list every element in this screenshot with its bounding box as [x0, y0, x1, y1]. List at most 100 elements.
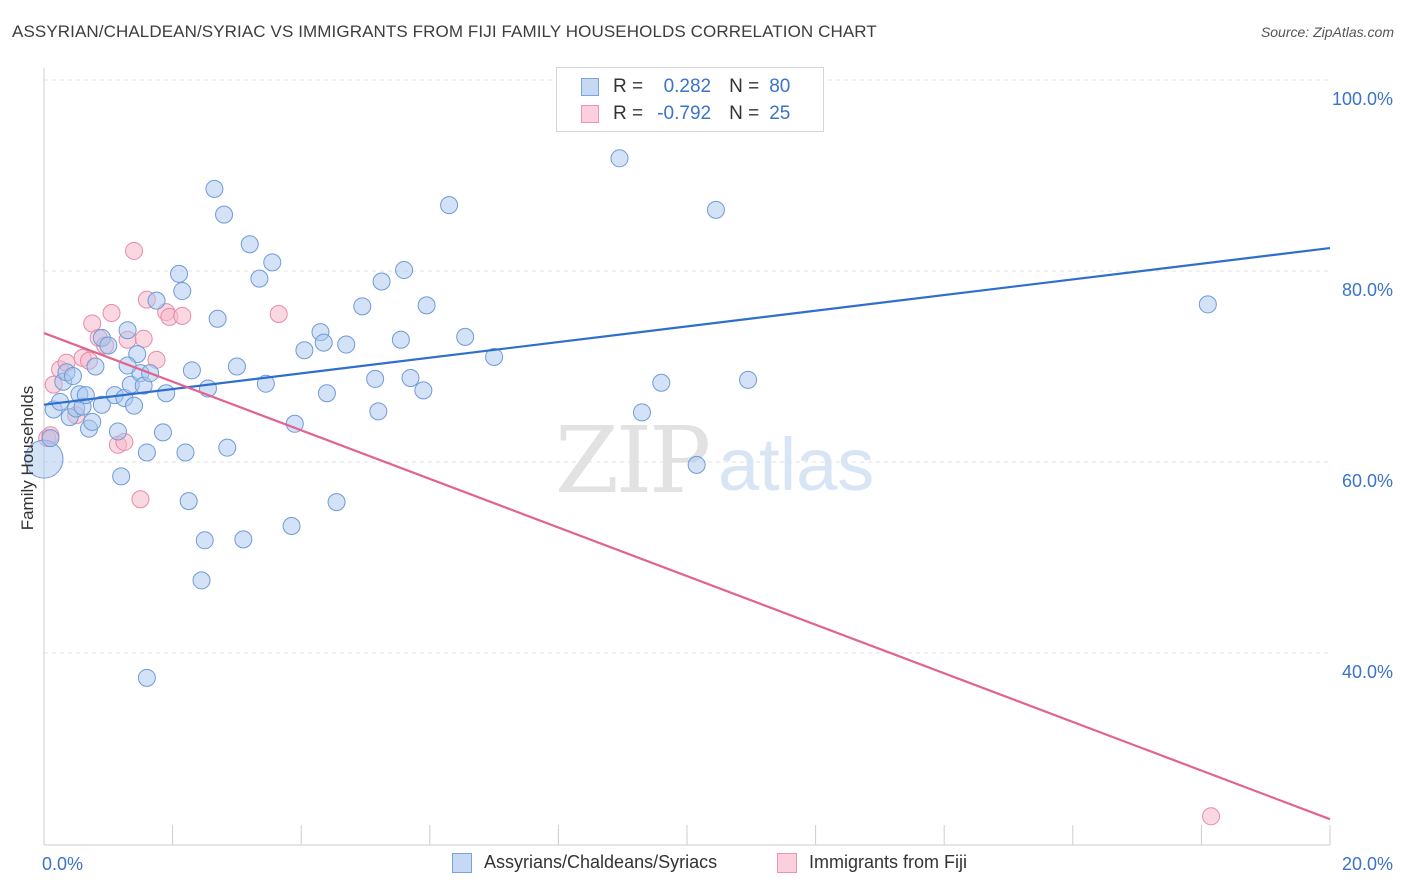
assyrian-point: [337, 335, 356, 354]
assyrian-point: [353, 297, 372, 316]
source-label: Source: ZipAtlas.com: [1260, 24, 1394, 40]
assyrian-point: [108, 422, 127, 441]
assyrian-point: [317, 384, 336, 403]
assyrian-point: [179, 492, 198, 511]
assyrian-point: [83, 412, 102, 431]
assyrian-point: [295, 341, 314, 360]
assyrian-point: [182, 361, 201, 380]
assyrian-point: [314, 333, 333, 352]
bottom-legend-fiji: Immigrants from Fiji: [777, 852, 967, 873]
bottom-legend-label-fiji: Immigrants from Fiji: [809, 852, 968, 872]
series-assyrian-points: [24, 149, 1217, 687]
watermark-zip: ZIP: [555, 407, 708, 514]
assyrian-point: [485, 347, 504, 366]
assyrian-point: [366, 369, 385, 388]
assyrian-point: [256, 374, 275, 393]
legend-n-label: N =: [729, 76, 760, 97]
trend-line-fiji: [43, 332, 1331, 821]
y-tick-label: 60.0%: [1342, 471, 1393, 491]
bottom-legend-swatch-fiji: [777, 852, 797, 873]
trend-lines: [43, 246, 1331, 821]
legend-r-value: 0.282: [663, 76, 712, 97]
assyrian-point: [176, 443, 195, 462]
chart-title: ASSYRIAN/CHALDEAN/SYRIAC VS IMMIGRANTS F…: [12, 22, 877, 41]
assyrian-point: [417, 296, 436, 315]
assyrian-point: [456, 327, 475, 346]
legend-n-label: N =: [729, 103, 760, 124]
tick-labels: 40.0% 60.0% 80.0% 100.0% 0.0% 20.0%: [42, 89, 1393, 874]
legend-swatch-fiji: [581, 105, 599, 123]
assyrian-point: [610, 149, 629, 168]
assyrian-point: [86, 357, 105, 376]
y-tick-label: 80.0%: [1342, 280, 1393, 300]
assyrian-point: [63, 367, 82, 386]
bottom-legend-assyrian: Assyrians/Chaldeans/Syriacs: [452, 852, 717, 873]
assyrian-point: [739, 370, 758, 389]
assyrian-point: [395, 261, 414, 280]
assyrian-point: [227, 357, 246, 376]
legend-n-value: 25: [769, 103, 791, 124]
trend-line-assyrian: [43, 246, 1331, 406]
fiji-point: [134, 329, 153, 348]
assyrian-point: [92, 395, 111, 414]
assyrian-point: [153, 423, 172, 442]
assyrian-point: [218, 438, 237, 457]
assyrian-point: [137, 443, 156, 462]
legend-r-value: -0.792: [657, 103, 712, 124]
series-fiji-points: [38, 241, 1221, 826]
fiji-point: [131, 490, 150, 509]
assyrian-point: [173, 282, 192, 301]
assyrian-point: [440, 196, 459, 215]
assyrian-point: [234, 530, 253, 549]
fiji-point: [125, 241, 144, 260]
assyrian-point: [205, 179, 224, 198]
assyrian-point: [208, 309, 227, 328]
bottom-legend-label-assyrian: Assyrians/Chaldeans/Syriacs: [484, 852, 718, 872]
assyrian-point: [632, 403, 651, 422]
assyrian-point: [250, 269, 269, 288]
assyrian-point: [41, 429, 60, 448]
assyrian-point: [687, 455, 706, 474]
assyrian-point: [372, 272, 391, 291]
assyrian-point: [192, 571, 211, 590]
fiji-point: [173, 306, 192, 325]
assyrian-point: [1198, 295, 1217, 314]
x-tick-label: 0.0%: [42, 854, 83, 874]
legend-row-assyrian: R = 0.282 N = 80: [581, 76, 790, 98]
fiji-point: [102, 304, 121, 323]
bottom-legend-swatch-assyrian: [452, 852, 472, 873]
assyrian-point: [157, 384, 176, 403]
assyrian-point: [99, 336, 118, 355]
assyrian-point: [215, 205, 234, 224]
legend-r-label: R =: [613, 76, 644, 97]
legend-row-fiji: R = -0.792 N = 25: [581, 103, 790, 125]
assyrian-point: [391, 330, 410, 349]
correlation-legend: R = 0.282 N = 80 R = -0.792 N = 25: [556, 67, 824, 132]
assyrian-point: [327, 493, 346, 512]
assyrian-point: [137, 668, 156, 687]
watermark: ZIP atlas: [555, 407, 874, 514]
legend-r-label: R =: [613, 103, 644, 124]
legend-n-value: 80: [769, 76, 791, 97]
assyrian-point: [282, 516, 301, 535]
assyrian-point: [414, 381, 433, 400]
y-tick-label: 40.0%: [1342, 662, 1393, 682]
watermark-atlas: atlas: [718, 423, 874, 506]
legend-swatch-assyrian: [581, 78, 599, 96]
assyrian-point: [652, 373, 671, 392]
assyrian-point: [128, 345, 147, 364]
assyrian-point: [118, 321, 137, 340]
assyrian-point: [263, 253, 282, 272]
fiji-point: [269, 304, 288, 323]
y-axis-label: Family Households: [18, 385, 37, 531]
fiji-point: [1202, 807, 1221, 826]
assyrian-point: [706, 200, 725, 219]
y-tick-label: 100.0%: [1332, 89, 1393, 109]
assyrian-point: [369, 402, 388, 421]
assyrian-point: [195, 531, 214, 550]
assyrian-point: [240, 235, 259, 254]
assyrian-point: [401, 368, 420, 387]
assyrian-point: [170, 264, 189, 283]
assyrian-point: [125, 396, 144, 415]
assyrian-point: [112, 467, 131, 486]
